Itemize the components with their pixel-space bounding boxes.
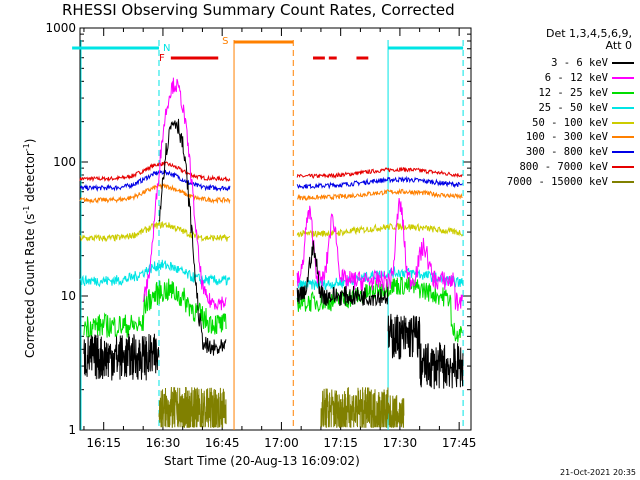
series-800-7000-kev — [79, 160, 231, 183]
legend-entry: 800 - 7000 keV — [484, 160, 634, 175]
x-tick-label: 16:15 — [86, 436, 121, 450]
attenuator-state: Att 0 — [605, 39, 632, 52]
legend-entry: 6 - 12 keV — [484, 71, 634, 86]
legend-label: 50 - 100 keV — [532, 116, 608, 129]
legend-label: 6 - 12 keV — [544, 72, 608, 85]
legend-label: 12 - 25 keV — [538, 86, 608, 99]
series-7000-15000-kev — [387, 395, 405, 428]
x-tick-label: 17:15 — [323, 436, 358, 450]
legend-swatch — [612, 151, 634, 154]
series-300-800-kev — [296, 175, 463, 190]
series-6-12-kev — [142, 77, 227, 311]
y-axis-label: Corrected Count Rate (s-1 detector-1) — [22, 138, 37, 358]
legend-swatch — [612, 91, 634, 94]
series-3-6-kev — [387, 313, 464, 390]
legend-entry: 25 - 50 keV — [484, 100, 634, 115]
generated-timestamp: 21-Oct-2021 20:35 — [560, 468, 636, 477]
series-6-12-kev — [296, 198, 463, 312]
y-tick-label: 1 — [68, 423, 76, 437]
series-7000-15000-kev — [320, 387, 389, 429]
legend-label: 100 - 300 keV — [525, 131, 608, 144]
legend-entry: 100 - 300 keV — [484, 130, 634, 145]
series-50-100-kev — [79, 220, 231, 243]
series-300-800-kev — [79, 169, 231, 192]
y-tick-label: 10 — [61, 289, 76, 303]
legend-label: 800 - 7000 keV — [519, 160, 608, 173]
series-100-300-kev — [79, 182, 231, 205]
legend-entry: 3 - 6 keV — [484, 56, 634, 71]
x-tick-label: 17:00 — [264, 436, 299, 450]
plot-frame — [79, 27, 472, 431]
series-3-6-kev — [158, 118, 227, 356]
series-50-100-kev — [296, 222, 463, 239]
x-tick-label: 17:45 — [442, 436, 477, 450]
legend-entry: 50 - 100 keV — [484, 115, 634, 130]
legend-swatch — [612, 106, 634, 109]
y-tick-label: 1000 — [45, 21, 76, 35]
detector-info: Det 1,3,4,5,6,9, Att 0 — [546, 28, 632, 52]
legend-label: 7000 - 15000 keV — [506, 175, 608, 188]
x-tick-label: 17:30 — [383, 436, 418, 450]
legend-label: 25 - 50 keV — [538, 101, 608, 114]
legend-label: 300 - 800 keV — [525, 146, 608, 159]
legend-entry: 7000 - 15000 keV — [484, 174, 634, 189]
night-flag-label: N — [163, 43, 170, 54]
series-3-6-kev — [83, 333, 160, 381]
y-tick-label: 100 — [53, 155, 76, 169]
legend-swatch — [612, 180, 634, 183]
legend-swatch — [612, 136, 634, 139]
legend-swatch — [612, 62, 634, 65]
series-3-6-kev — [296, 240, 389, 307]
legend-swatch — [612, 121, 634, 124]
chart-title: RHESSI Observing Summary Count Rates, Co… — [62, 1, 455, 19]
legend-label: 3 - 6 keV — [551, 57, 608, 70]
series-12-25-kev — [83, 278, 227, 339]
flare-flag-label: F — [159, 53, 165, 64]
x-axis-label: Start Time (20-Aug-13 16:09:02) — [164, 454, 360, 468]
detector-list: Det 1,3,4,5,6,9, — [545, 27, 632, 40]
legend-entry: 300 - 800 keV — [484, 145, 634, 160]
series-800-7000-kev — [296, 166, 463, 179]
x-tick-label: 16:45 — [205, 436, 240, 450]
legend-swatch — [612, 77, 634, 80]
series-25-50-kev — [79, 259, 231, 288]
series-7000-15000-kev — [158, 386, 227, 428]
saa-flag-label: S — [222, 36, 228, 47]
legend-entry: 12 - 25 keV — [484, 86, 634, 101]
legend: 3 - 6 keV 6 - 12 keV 12 - 25 keV 25 - 50 ke… — [484, 56, 634, 189]
series-100-300-kev — [297, 188, 463, 202]
legend-swatch — [612, 165, 634, 168]
x-tick-label: 16:30 — [146, 436, 181, 450]
